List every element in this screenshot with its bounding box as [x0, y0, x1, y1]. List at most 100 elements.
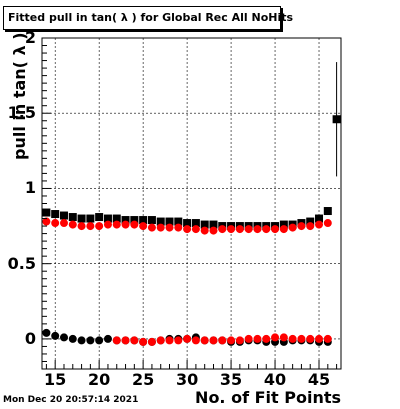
data-point-circle — [235, 336, 244, 345]
data-point-circle — [271, 333, 280, 342]
data-point-circle — [323, 334, 332, 343]
data-point-circle — [262, 225, 271, 234]
data-point-square — [183, 219, 192, 228]
data-point-circle — [191, 336, 200, 345]
data-point-circle — [156, 336, 165, 345]
data-point-square — [121, 216, 130, 225]
data-point-circle — [200, 336, 209, 345]
x-tick-label: 25 — [131, 370, 155, 389]
data-point-square — [147, 216, 156, 225]
data-point-circle — [288, 223, 297, 232]
y-tick-label: 1.5 — [7, 103, 36, 123]
data-point-circle — [165, 223, 174, 232]
data-point-circle — [209, 336, 218, 345]
data-point-square — [191, 219, 200, 228]
data-point-circle — [42, 328, 51, 337]
x-tick-label: 40 — [263, 370, 287, 389]
x-axis-label: No. of Fit Points — [195, 388, 341, 407]
data-point-circle — [147, 337, 156, 346]
data-point-circle — [174, 223, 183, 232]
data-point-circle — [279, 333, 288, 342]
data-point-square — [51, 210, 60, 219]
data-point-circle — [59, 219, 68, 228]
data-point-circle — [86, 222, 95, 231]
data-point-circle — [271, 225, 280, 234]
data-point-circle — [200, 226, 209, 235]
data-marks — [42, 62, 341, 346]
data-point-square — [209, 220, 218, 229]
data-point-circle — [139, 337, 148, 346]
data-point-square — [165, 217, 174, 226]
data-point-circle — [130, 220, 139, 229]
data-point-square — [156, 217, 165, 226]
data-point-circle — [77, 336, 86, 345]
data-point-square — [103, 214, 112, 223]
y-tick-label: 2 — [24, 28, 36, 47]
data-point-square — [174, 217, 183, 226]
data-point-circle — [218, 336, 227, 345]
data-point-square — [200, 220, 209, 229]
data-point-circle — [165, 336, 174, 345]
data-point-circle — [227, 336, 236, 345]
x-tick-label: 20 — [88, 370, 111, 389]
data-point-circle — [68, 334, 77, 343]
data-point-circle — [121, 220, 130, 229]
data-point-square — [42, 208, 51, 217]
data-point-circle — [139, 222, 148, 231]
data-point-circle — [68, 220, 77, 229]
data-point-circle — [244, 225, 253, 234]
data-point-circle — [315, 334, 324, 343]
data-point-circle — [121, 336, 130, 345]
data-point-circle — [297, 222, 306, 231]
data-point-circle — [288, 334, 297, 343]
data-point-circle — [103, 220, 112, 229]
chart-title: Fitted pull in tan( λ ) for Global Rec A… — [3, 6, 293, 30]
data-point-square — [95, 213, 104, 222]
data-point-circle — [209, 226, 218, 235]
x-tick-label: 35 — [219, 370, 243, 389]
data-point-circle — [95, 222, 104, 231]
data-point-circle — [297, 334, 306, 343]
data-point-circle — [77, 222, 86, 231]
data-point-circle — [51, 219, 60, 228]
data-point-circle — [112, 336, 121, 345]
y-tick-label: 0 — [24, 328, 36, 348]
data-point-circle — [253, 334, 262, 343]
data-point-square — [86, 214, 95, 223]
grid-lines — [42, 37, 341, 369]
y-tick-label: 0.5 — [7, 253, 36, 273]
data-point-circle — [244, 334, 253, 343]
data-point-circle — [130, 336, 139, 345]
data-point-square — [139, 216, 148, 225]
data-point-circle — [86, 336, 95, 345]
data-point-circle — [42, 217, 51, 226]
data-point-square — [279, 220, 288, 229]
data-point-square — [68, 213, 77, 222]
data-point-square — [315, 214, 324, 223]
y-axis-label: pull in tan( λ ) — [10, 32, 29, 160]
x-tick-label: 15 — [44, 370, 67, 389]
data-point-circle — [95, 336, 104, 345]
data-point-circle — [253, 225, 262, 234]
data-point-circle — [51, 331, 60, 340]
data-point-circle — [112, 220, 121, 229]
data-point-circle — [103, 334, 112, 343]
data-point-circle — [191, 225, 200, 234]
timestamp: Mon Dec 20 20:57:14 2021 — [3, 395, 139, 405]
data-point-square — [323, 207, 332, 216]
x-tick-label: 45 — [307, 370, 331, 389]
data-point-circle — [183, 334, 192, 343]
data-point-square — [332, 115, 341, 124]
data-point-circle — [174, 336, 183, 345]
data-point-square — [130, 216, 139, 225]
data-point-circle — [227, 225, 236, 234]
data-point-circle — [147, 223, 156, 232]
data-point-square — [306, 217, 315, 226]
plot-frame — [41, 37, 342, 370]
data-point-circle — [315, 220, 324, 229]
data-point-square — [112, 214, 121, 223]
data-point-circle — [218, 225, 227, 234]
data-point-square — [77, 214, 86, 223]
data-point-circle — [306, 222, 315, 231]
